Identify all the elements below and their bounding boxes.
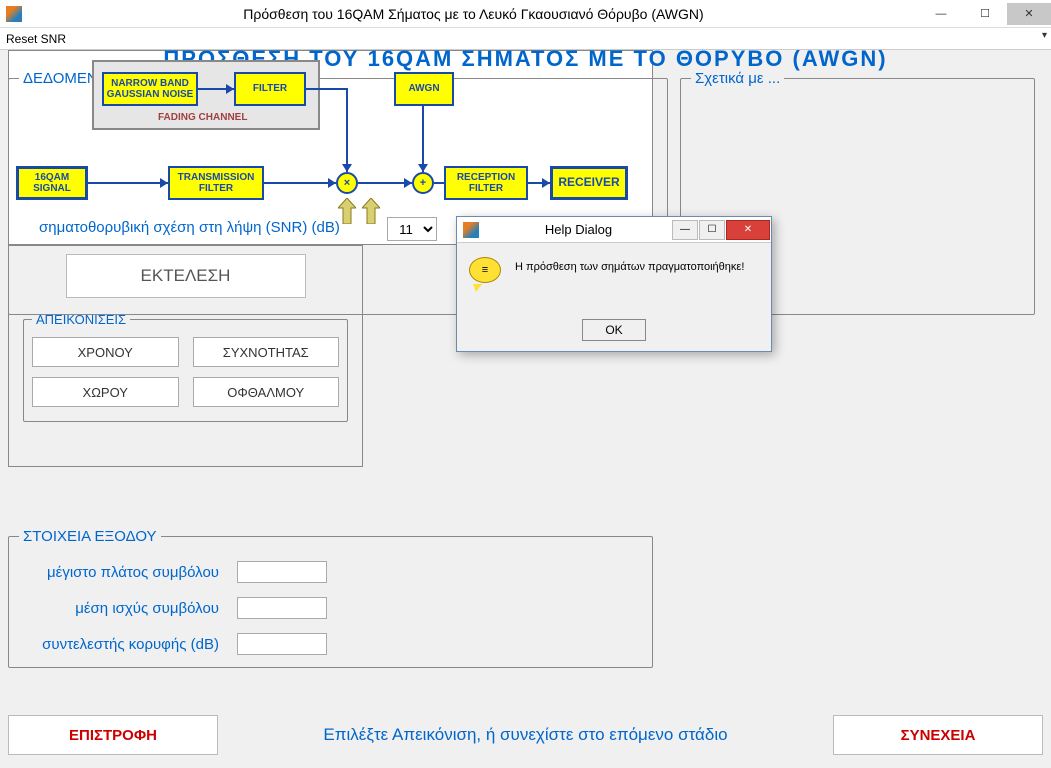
time-view-button[interactable]: ΧΡΟΝΟΥ [32, 337, 179, 367]
out-maxwidth-field[interactable] [237, 561, 327, 583]
visualizations-group: ΑΠΕΙΚΟΝΙΣΕΙΣ ΧΡΟΝΟΥ ΣΥΧΝΟΤΗΤΑΣ ΧΩΡΟΥ ΟΦΘ… [23, 312, 348, 422]
dialog-maximize-button[interactable]: ☐ [699, 220, 725, 240]
reset-snr-menu[interactable]: Reset SNR [6, 32, 66, 46]
help-bubble-icon: ≡ [469, 257, 503, 291]
next-button[interactable]: ΣΥΝΕΧΕΙΑ [833, 715, 1043, 755]
adder-node: + [412, 172, 434, 194]
filter-block: FILTER [234, 72, 306, 106]
eye-view-button[interactable]: ΟΦΘΑΛΜΟΥ [193, 377, 340, 407]
narrowband-noise-block: NARROW BAND GAUSSIAN NOISE [102, 72, 198, 106]
dialog-minimize-button[interactable]: — [672, 220, 698, 240]
bottom-instruction: Επιλέξτε Απεικόνιση, ή συνεχίστε στο επό… [218, 725, 833, 745]
dialog-title: Help Dialog [485, 222, 672, 237]
rx-filter-block: RECEPTION FILTER [444, 166, 528, 200]
out-avgpower-field[interactable] [237, 597, 327, 619]
out-crest-field[interactable] [237, 633, 327, 655]
titlebar: Πρόσθεση του 16QAM Σήματος με το Λευκό Γ… [0, 0, 1051, 28]
toolbar-dropdown-icon[interactable]: ▾ [1042, 30, 1047, 41]
bottom-bar: ΕΠΙΣΤΡΟΦΗ Επιλέξτε Απεικόνιση, ή συνεχίσ… [8, 712, 1043, 758]
snr-label: σηματοθορυβική σχέση στη λήψη (SNR) (dB) [39, 219, 340, 236]
help-dialog: Help Dialog — ☐ ✕ ≡ Η πρόσθεση των σημάτ… [456, 216, 772, 352]
maximize-button[interactable]: ☐ [963, 3, 1007, 25]
dialog-close-button[interactable]: ✕ [726, 220, 770, 240]
out-crest-label: συντελεστής κορυφής (dB) [19, 636, 219, 653]
back-button[interactable]: ΕΠΙΣΤΡΟΦΗ [8, 715, 218, 755]
window-title: Πρόσθεση του 16QAM Σήματος με το Λευκό Γ… [28, 6, 919, 22]
receiver-block: RECEIVER [550, 166, 628, 200]
fading-channel-label: FADING CHANNEL [158, 112, 247, 123]
out-avgpower-label: μέση ισχύς συμβόλου [19, 600, 219, 617]
arrow-up-icon [338, 198, 356, 224]
space-view-button[interactable]: ΧΩΡΟΥ [32, 377, 179, 407]
snr-select[interactable]: 11 [387, 217, 437, 241]
arrow-up-icon-2 [362, 198, 380, 224]
freq-view-button[interactable]: ΣΥΧΝΟΤΗΤΑΣ [193, 337, 340, 367]
dialog-titlebar: Help Dialog — ☐ ✕ [457, 217, 771, 243]
output-group: ΣΤΟΙΧΕΙΑ ΕΞΟΔΟΥ μέγιστο πλάτος συμβόλου … [8, 528, 653, 668]
tx-filter-block: TRANSMISSION FILTER [168, 166, 264, 200]
close-button[interactable]: ✕ [1007, 3, 1051, 25]
minimize-button[interactable]: — [919, 3, 963, 25]
about-legend: Σχετικά με ... [691, 70, 784, 87]
signal-block: 16QAM SIGNAL [16, 166, 88, 200]
dialog-app-icon [463, 222, 479, 238]
app-icon [6, 6, 22, 22]
multiplier-node: × [336, 172, 358, 194]
dialog-ok-button[interactable]: OK [582, 319, 646, 341]
awgn-block: AWGN [394, 72, 454, 106]
out-maxwidth-label: μέγιστο πλάτος συμβόλου [19, 564, 219, 581]
output-legend: ΣΤΟΙΧΕΙΑ ΕΞΟΔΟΥ [19, 528, 161, 545]
dialog-message: Η πρόσθεση των σημάτων πραγματοποιήθηκε! [515, 261, 744, 273]
